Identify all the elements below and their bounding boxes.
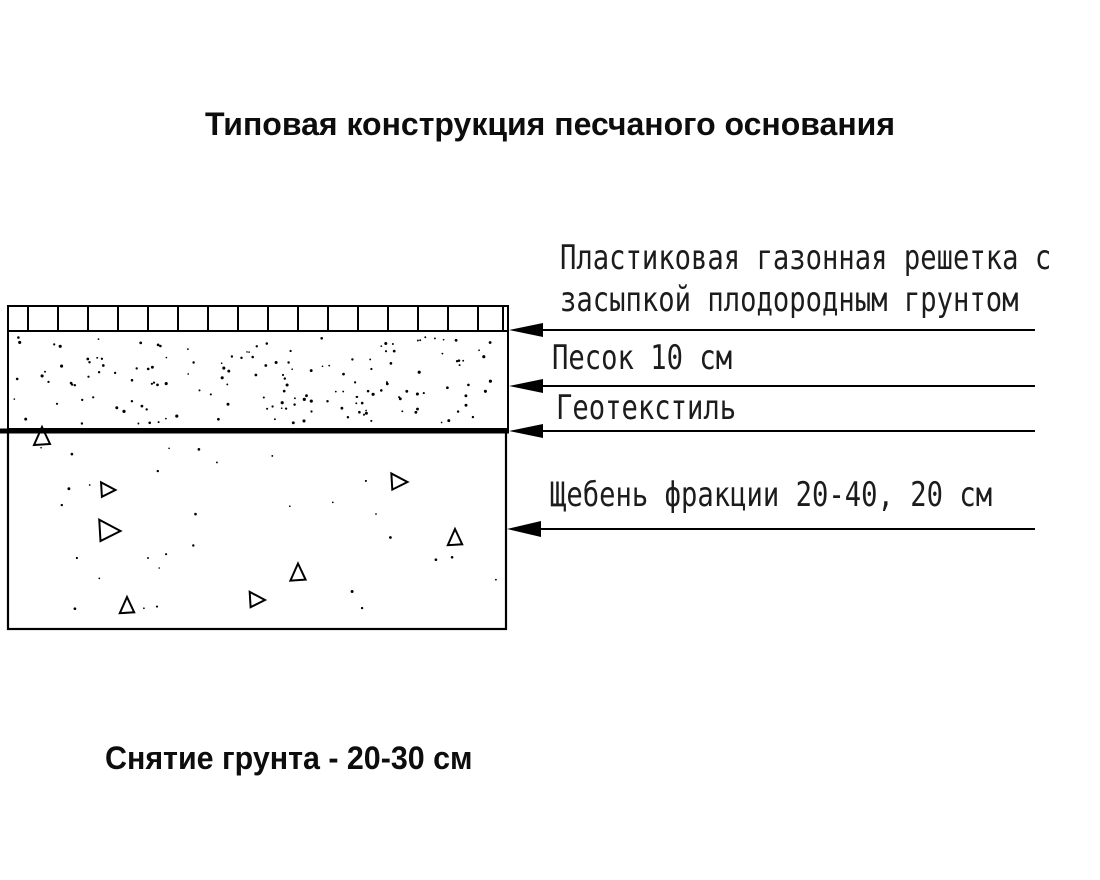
callout-geotextile: Геотекстиль: [556, 387, 736, 429]
stone-triangle: [390, 471, 410, 492]
arrowhead-icon: [509, 323, 543, 337]
arrowhead-icon: [507, 521, 541, 537]
stone-triangle: [32, 424, 52, 447]
page-title: Типовая конструкция песчаного основания: [204, 106, 896, 142]
stone-triangle: [288, 561, 308, 582]
callout-lawn-grid-line2: засыпкой плодородным грунтом: [560, 280, 1019, 320]
excavation-note: Снятие грунта - 20-30 см: [105, 740, 473, 776]
stone-triangle: [118, 594, 136, 615]
stone-triangle: [248, 590, 268, 609]
callout-sand: Песок 10 см: [552, 337, 732, 379]
stone-triangle: [446, 526, 464, 547]
callout-gravel-line1: Щебень фракции 20-40, 20 см: [550, 475, 993, 515]
sand-layer: [7, 330, 509, 430]
callout-gravel: Щебень фракции 20-40, 20 см: [550, 474, 992, 516]
leader-sand: [509, 379, 1035, 393]
callout-lawn-grid: Пластиковая газонная решетка с засыпкой …: [560, 237, 1051, 321]
callout-arrows: [507, 323, 1035, 537]
arrowhead-icon: [509, 424, 543, 438]
gravel-layer: [6, 424, 508, 631]
leader-gravel: [507, 521, 1035, 537]
leader-lawn-grid: [509, 323, 1035, 337]
callout-geotextile-line1: Геотекстиль: [556, 388, 737, 428]
stone-triangle: [99, 480, 118, 499]
arrowhead-icon: [509, 379, 543, 393]
stone-triangle: [98, 518, 123, 543]
lawn-grid-layer: [7, 305, 509, 332]
callout-lawn-grid-line1: Пластиковая газонная решетка с: [560, 238, 1052, 278]
callout-sand-line1: Песок 10 см: [552, 338, 733, 378]
leader-geotextile: [509, 424, 1035, 438]
